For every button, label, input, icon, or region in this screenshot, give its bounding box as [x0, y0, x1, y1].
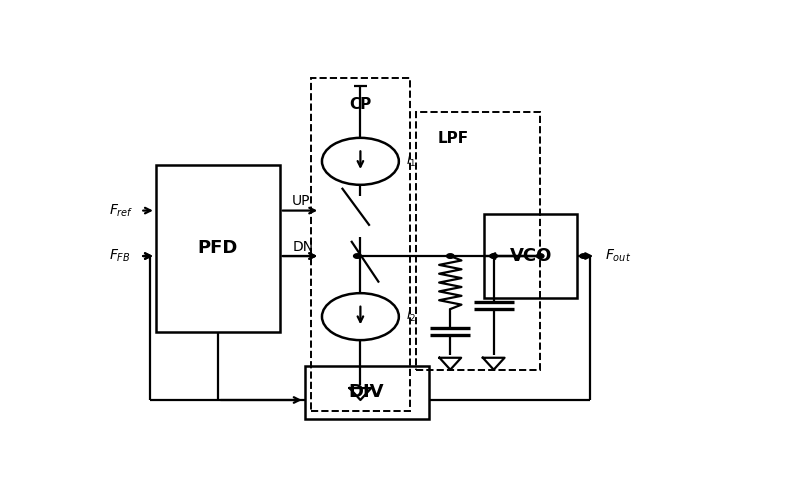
- Text: $F_{out}$: $F_{out}$: [606, 248, 631, 264]
- Bar: [485, 215, 578, 298]
- Bar: [416, 112, 540, 369]
- Circle shape: [580, 254, 587, 258]
- Text: VCO: VCO: [510, 247, 552, 265]
- Text: LPF: LPF: [438, 131, 469, 146]
- Circle shape: [490, 254, 498, 258]
- Text: UP: UP: [292, 194, 310, 208]
- Text: $I_1$: $I_1$: [406, 154, 417, 169]
- Bar: [305, 366, 429, 419]
- Text: CP: CP: [350, 97, 371, 112]
- Circle shape: [537, 254, 544, 258]
- Text: PFD: PFD: [198, 240, 238, 257]
- Bar: [310, 78, 410, 411]
- Text: $I_2$: $I_2$: [406, 309, 416, 324]
- Circle shape: [354, 254, 361, 258]
- Circle shape: [446, 254, 454, 258]
- Bar: [156, 165, 280, 332]
- Text: DIV: DIV: [349, 383, 384, 401]
- Text: $F_{FB}$: $F_{FB}$: [110, 248, 131, 264]
- Text: DN: DN: [292, 240, 314, 253]
- Text: $F_{ref}$: $F_{ref}$: [110, 202, 134, 219]
